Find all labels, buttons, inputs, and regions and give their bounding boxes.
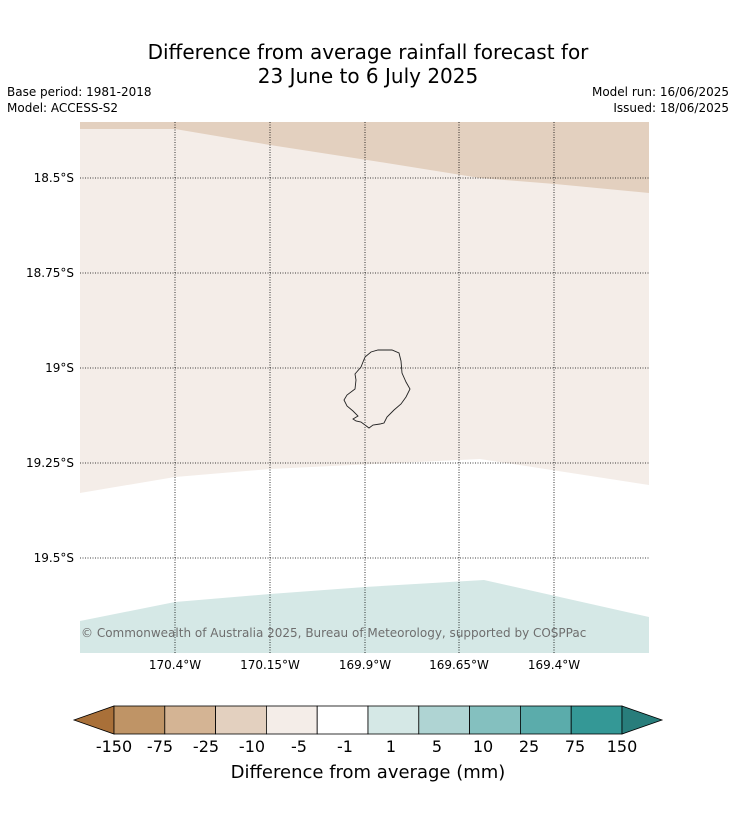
- colorbar-segment: [316, 705, 369, 735]
- lat-label-19-5: 19.5°S: [33, 551, 74, 565]
- lon-label-169-4: 169.4°W: [527, 658, 581, 672]
- copyright-notice: © Commonwealth of Australia 2025, Bureau…: [81, 626, 587, 640]
- colorbar-label: Difference from average (mm): [230, 762, 506, 783]
- model-name: Model: ACCESS-S2: [7, 101, 119, 115]
- colorbar-segment: [469, 705, 521, 735]
- colorbar-tick: -25: [192, 737, 220, 756]
- base-period: Base period: 1981-2018: [7, 85, 152, 99]
- colorbar-tick: 25: [518, 737, 540, 756]
- graticule: [80, 122, 649, 653]
- colorbar-segment: [418, 705, 470, 735]
- lon-label-169-9: 169.9°W: [338, 658, 392, 672]
- lat-label-18-75: 18.75°S: [26, 266, 74, 280]
- colorbar-tick: 75: [564, 737, 586, 756]
- lat-label-18-5: 18.5°S: [33, 171, 74, 185]
- colorbar-segment: [570, 705, 623, 735]
- lat-label-19-25: 19.25°S: [26, 456, 74, 470]
- colorbar-segment: [520, 705, 572, 735]
- niue-coastline: [343, 349, 411, 429]
- colorbar-extend-low: [72, 705, 115, 735]
- colorbar-tick: 150: [606, 737, 638, 756]
- colorbar-tick: -5: [291, 737, 307, 756]
- map-panel: [80, 122, 649, 653]
- colorbar-tick: -10: [238, 737, 266, 756]
- lat-label-19: 19°S: [45, 361, 74, 375]
- colorbar-tick: -1: [337, 737, 353, 756]
- colorbar-tick: -150: [95, 737, 133, 756]
- lon-label-170-4: 170.4°W: [148, 658, 202, 672]
- colorbar-tick: 1: [385, 737, 397, 756]
- colorbar-extend-high: [621, 705, 664, 735]
- title-line-2: 23 June to 6 July 2025: [257, 64, 479, 88]
- region-slightly-wet: [80, 580, 649, 653]
- colorbar-segment: [367, 705, 420, 735]
- lon-label-170-15: 170.15°W: [240, 658, 300, 672]
- colorbar-tick: 10: [472, 737, 494, 756]
- colorbar-segment: [265, 705, 318, 735]
- title-line-1: Difference from average rainfall forecas…: [147, 40, 589, 64]
- colorbar-segment: [215, 705, 267, 735]
- lon-label-169-65: 169.65°W: [429, 658, 489, 672]
- colorbar-tick: -75: [146, 737, 174, 756]
- region-dry: [80, 122, 649, 193]
- colorbar-segment: [164, 705, 217, 735]
- region-slightly-dry: [80, 122, 649, 493]
- issued-date: Issued: 18/06/2025: [613, 101, 729, 115]
- colorbar-tick: 5: [431, 737, 443, 756]
- model-run: Model run: 16/06/2025: [591, 85, 729, 99]
- colorbar-segment: [113, 705, 166, 735]
